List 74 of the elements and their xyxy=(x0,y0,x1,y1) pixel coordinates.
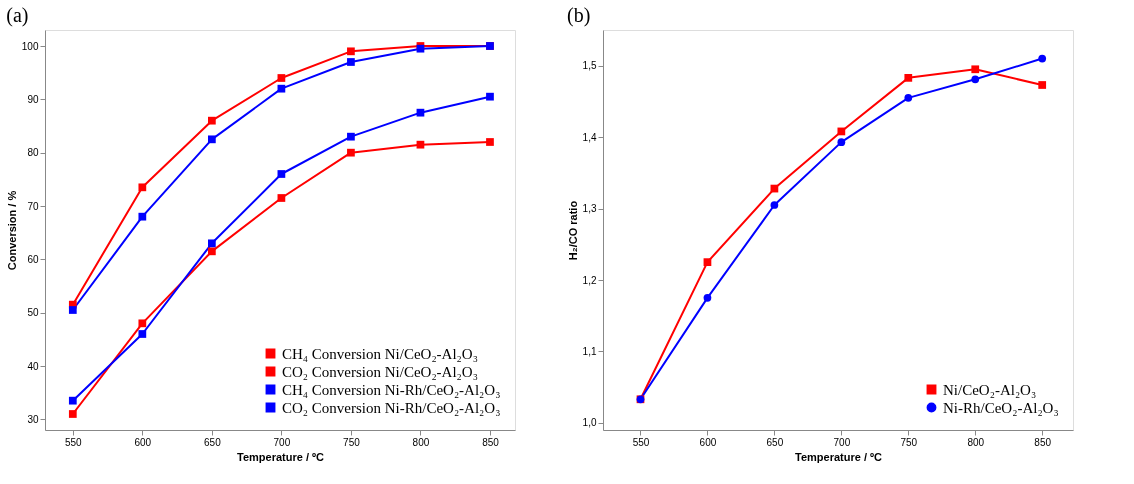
point xyxy=(277,194,286,202)
x-tick-label: 650 xyxy=(204,436,222,448)
y-tick-label: 40 xyxy=(27,360,39,372)
x-tick-label: 700 xyxy=(273,436,291,448)
y-tick-label: 1,4 xyxy=(582,131,597,143)
point xyxy=(347,47,355,56)
x-tick-label: 550 xyxy=(632,436,650,448)
x-tick-label: 600 xyxy=(699,436,717,448)
point xyxy=(971,65,980,74)
y-tick-label: 60 xyxy=(27,253,39,265)
legend-label: Ni/CeO₂-Al₂O₃ xyxy=(943,381,1037,398)
point xyxy=(837,138,846,147)
y-tick-label: 30 xyxy=(27,413,39,425)
point xyxy=(1038,54,1047,63)
point xyxy=(703,293,712,302)
point xyxy=(138,330,147,338)
point xyxy=(207,239,216,248)
x-tick-label: 600 xyxy=(134,436,152,448)
point xyxy=(68,410,77,418)
point xyxy=(416,108,425,117)
point xyxy=(416,140,425,149)
point xyxy=(904,93,913,102)
y-axis-title: Conversion / % xyxy=(5,190,18,271)
point xyxy=(207,135,216,144)
point xyxy=(68,396,77,405)
x-tick-label: 650 xyxy=(766,436,784,448)
point xyxy=(207,116,216,125)
y-tick-label: 80 xyxy=(27,147,39,159)
point xyxy=(138,319,147,328)
y-tick-label: 70 xyxy=(27,200,39,212)
point xyxy=(770,201,779,209)
point xyxy=(703,258,712,267)
chart-title: (a) xyxy=(6,4,29,27)
y-tick-label: 1,0 xyxy=(582,417,597,429)
y-tick-label: 100 xyxy=(21,40,39,52)
legend-label: CO₂ Conversion Ni-Rh/CeO₂-Al₂O₃ xyxy=(282,399,501,416)
y-tick-label: 1,5 xyxy=(582,60,597,72)
point xyxy=(207,247,216,256)
point xyxy=(347,58,355,66)
point xyxy=(904,73,913,82)
x-tick-label: 750 xyxy=(343,436,361,448)
point xyxy=(486,138,494,146)
x-axis-title: Temperature / ºC xyxy=(795,450,883,463)
point xyxy=(1038,81,1047,89)
legend-label: CH₄ Conversion Ni-Rh/CeO₂-Al₂O₃ xyxy=(282,381,501,398)
legend-label: CO₂ Conversion Ni/CeO₂-Al₂O₃ xyxy=(282,363,478,380)
x-tick-label: 700 xyxy=(833,436,851,448)
x-tick-label: 800 xyxy=(412,436,430,448)
y-axis-title: H₂/CO ratio xyxy=(566,200,579,261)
y-tick-label: 50 xyxy=(27,307,39,319)
x-tick-label: 850 xyxy=(482,436,500,448)
point xyxy=(277,84,286,93)
legend-label: CH₄ Conversion Ni/CeO₂-Al₂O₃ xyxy=(282,345,478,362)
x-tick-label: 800 xyxy=(967,436,985,448)
legend-label: Ni-Rh/CeO₂-Al₂O₃ xyxy=(943,399,1059,416)
point xyxy=(347,132,355,141)
point xyxy=(138,183,147,192)
y-tick-label: 1,3 xyxy=(582,203,597,215)
y-tick-label: 1,1 xyxy=(582,345,597,357)
point xyxy=(138,212,147,221)
y-tick-label: 90 xyxy=(27,93,39,105)
y-tick-label: 1,2 xyxy=(582,274,597,286)
point xyxy=(486,92,494,101)
point xyxy=(837,127,846,136)
point xyxy=(277,74,286,82)
x-axis-title: Temperature / ºC xyxy=(237,450,325,463)
point xyxy=(971,75,980,84)
point xyxy=(68,306,77,314)
point xyxy=(277,170,286,178)
chart-title: (b) xyxy=(567,4,591,27)
x-tick-label: 850 xyxy=(1034,436,1052,448)
x-tick-label: 750 xyxy=(900,436,918,448)
point xyxy=(347,148,355,157)
x-tick-label: 550 xyxy=(64,436,83,448)
